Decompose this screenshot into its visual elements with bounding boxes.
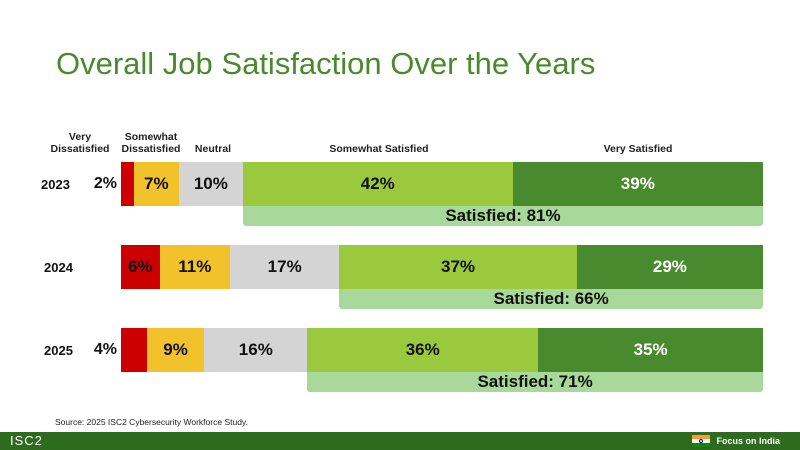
header-very-dissatisfied: Very Dissatisfied xyxy=(45,131,115,155)
header-very-dissatisfied-line2: Dissatisfied xyxy=(50,143,110,155)
bar-somewhat-dissatisfied: 7% xyxy=(133,162,179,206)
data-label: 4% xyxy=(93,341,117,358)
data-label: 9% xyxy=(163,340,188,359)
satisfied-total-bar: Satisfied: 66% xyxy=(339,289,763,309)
bar-somewhat-satisfied: 42% xyxy=(242,162,513,206)
bar-somewhat-dissatisfied: 9% xyxy=(146,328,205,372)
header-somewhat-dissatisfied-line2: Dissatisfied xyxy=(121,143,181,155)
chart-title: Overall Job Satisfaction Over the Years xyxy=(56,46,596,81)
header-somewhat-dissatisfied: Somewhat Dissatisfied xyxy=(115,131,187,155)
bar-somewhat-satisfied: 37% xyxy=(339,245,577,289)
bar-somewhat-dissatisfied: 11% xyxy=(159,245,231,289)
data-label: 36% xyxy=(405,340,440,359)
isc2-logo: ISC2 xyxy=(10,433,43,448)
satisfied-total-bar: Satisfied: 81% xyxy=(242,206,763,226)
bar-somewhat-satisfied: 36% xyxy=(307,328,539,372)
footer-bar: ISC2 Focus on India xyxy=(0,432,800,450)
data-label: 17% xyxy=(267,257,302,276)
header-very-satisfied: Very Satisfied xyxy=(603,143,673,155)
bar-very-dissatisfied: 6% xyxy=(121,245,160,289)
data-label: 35% xyxy=(633,340,668,359)
header-somewhat-satisfied: Somewhat Satisfied xyxy=(329,143,429,155)
data-label: 11% xyxy=(178,257,212,276)
satisfied-total-label: Satisfied: 81% xyxy=(445,206,561,225)
satisfied-total-label: Satisfied: 66% xyxy=(493,289,609,308)
satisfied-total-bar: Satisfied: 71% xyxy=(307,372,763,392)
data-label: 16% xyxy=(238,340,273,359)
data-label: 29% xyxy=(652,257,687,276)
header-neutral: Neutral xyxy=(194,143,232,155)
bar-very-satisfied: 35% xyxy=(538,328,763,372)
bar-neutral: 16% xyxy=(204,328,308,372)
year-label: 2025 xyxy=(44,343,73,358)
header-very-dissatisfied-line1: Very xyxy=(68,131,92,143)
bar-neutral: 10% xyxy=(178,162,243,206)
data-label: 2% xyxy=(93,175,117,192)
data-label: 37% xyxy=(441,257,476,276)
source-note: Source: 2025 ISC2 Cybersecurity Workforc… xyxy=(55,417,248,427)
data-label: 42% xyxy=(360,174,395,193)
satisfied-total-label: Satisfied: 71% xyxy=(477,372,593,391)
bar-very-dissatisfied xyxy=(121,162,134,206)
focus-on-india: Focus on India xyxy=(692,435,780,447)
year-label: 2024 xyxy=(44,260,73,275)
data-label: 10% xyxy=(193,174,228,193)
focus-label: Focus on India xyxy=(716,436,780,446)
bar-very-satisfied: 29% xyxy=(576,245,763,289)
bar-very-satisfied: 39% xyxy=(512,162,763,206)
india-flag-icon xyxy=(692,435,711,447)
year-label: 2023 xyxy=(41,177,70,192)
header-somewhat-dissatisfied-line1: Somewhat xyxy=(124,131,178,143)
bar-neutral: 17% xyxy=(230,245,340,289)
data-label: 6% xyxy=(127,257,153,276)
bar-very-dissatisfied xyxy=(121,328,147,372)
data-label: 7% xyxy=(144,174,169,193)
data-label: 39% xyxy=(620,174,655,193)
